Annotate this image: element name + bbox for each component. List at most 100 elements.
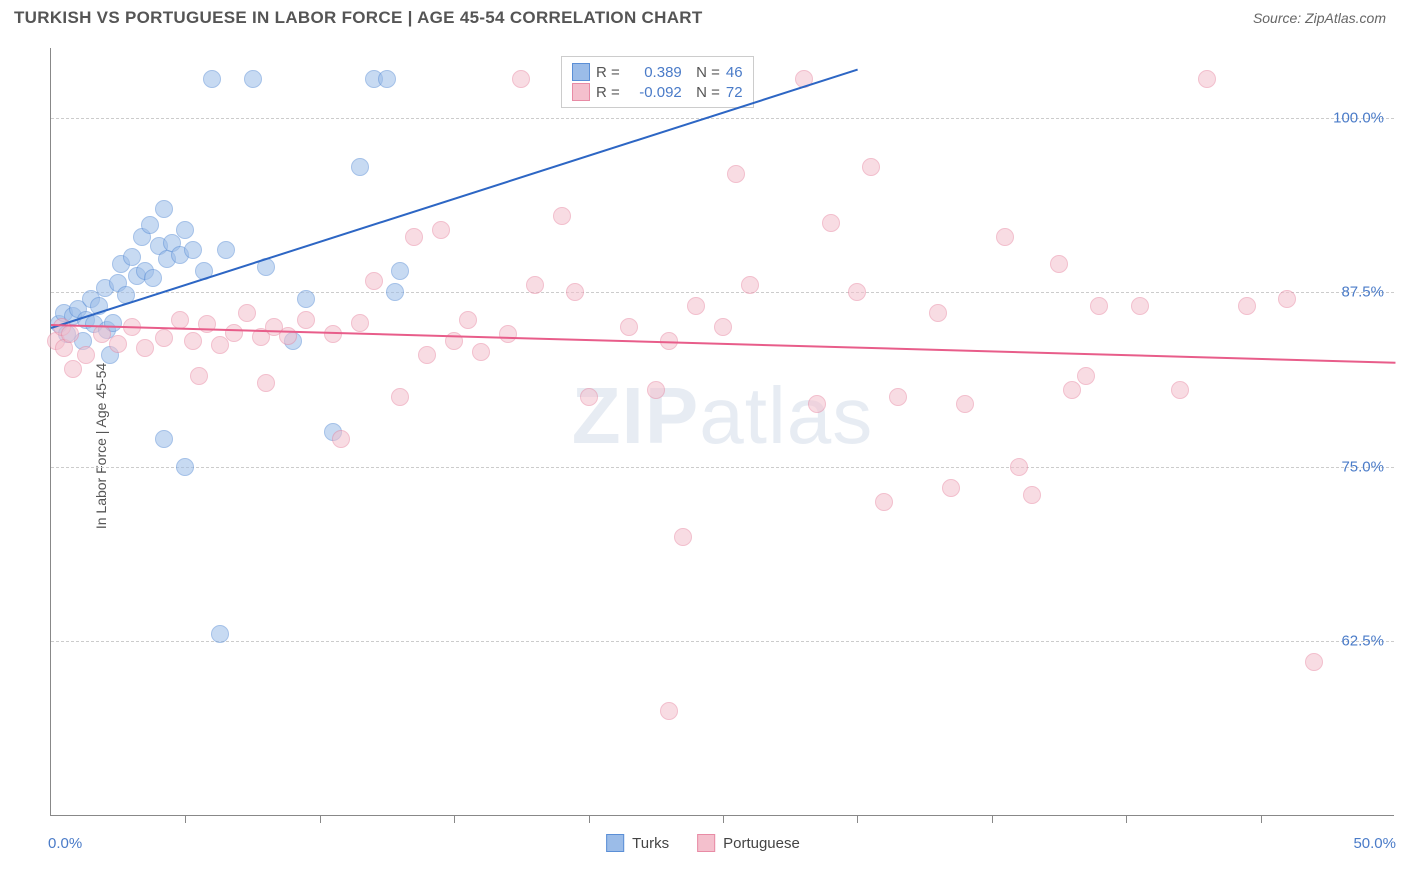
data-point xyxy=(190,367,208,385)
legend-item: Portuguese xyxy=(697,834,800,852)
r-label: R = xyxy=(596,84,620,101)
data-point xyxy=(956,395,974,413)
n-label: N = xyxy=(688,64,720,81)
chart-header: TURKISH VS PORTUGUESE IN LABOR FORCE | A… xyxy=(0,0,1406,32)
x-tick xyxy=(1261,815,1262,823)
data-point xyxy=(942,479,960,497)
data-point xyxy=(1063,381,1081,399)
data-point xyxy=(512,70,530,88)
legend-label: Turks xyxy=(632,835,669,852)
gridline xyxy=(51,118,1394,119)
data-point xyxy=(1010,458,1028,476)
data-point xyxy=(176,221,194,239)
data-point xyxy=(996,228,1014,246)
legend-row: R = 0.389 N = 46 xyxy=(572,63,743,81)
x-tick xyxy=(992,815,993,823)
data-point xyxy=(1305,653,1323,671)
data-point xyxy=(123,248,141,266)
x-tick xyxy=(589,815,590,823)
legend-label: Portuguese xyxy=(723,835,800,852)
data-point xyxy=(1090,297,1108,315)
scatter-chart: ZIPatlas R = 0.389 N = 46 R = -0.092 N = … xyxy=(50,48,1394,816)
data-point xyxy=(64,360,82,378)
data-point xyxy=(351,314,369,332)
data-point xyxy=(459,311,477,329)
data-point xyxy=(848,283,866,301)
data-point xyxy=(279,327,297,345)
data-point xyxy=(687,297,705,315)
data-point xyxy=(741,276,759,294)
legend-row: R = -0.092 N = 72 xyxy=(572,83,743,101)
data-point xyxy=(620,318,638,336)
data-point xyxy=(418,346,436,364)
data-point xyxy=(1171,381,1189,399)
legend-item: Turks xyxy=(606,834,669,852)
data-point xyxy=(889,388,907,406)
data-point xyxy=(238,304,256,322)
data-point xyxy=(176,458,194,476)
data-point xyxy=(875,493,893,511)
data-point xyxy=(1077,367,1095,385)
data-point xyxy=(432,221,450,239)
data-point xyxy=(862,158,880,176)
data-point xyxy=(808,395,826,413)
x-tick xyxy=(320,815,321,823)
data-point xyxy=(378,70,396,88)
legend-swatch xyxy=(572,83,590,101)
data-point xyxy=(155,430,173,448)
data-point xyxy=(297,290,315,308)
data-point xyxy=(244,70,262,88)
watermark: ZIPatlas xyxy=(572,370,873,462)
data-point xyxy=(929,304,947,322)
x-tick xyxy=(723,815,724,823)
data-point xyxy=(351,158,369,176)
data-point xyxy=(217,241,235,259)
data-point xyxy=(727,165,745,183)
legend-swatch xyxy=(572,63,590,81)
x-tick xyxy=(454,815,455,823)
data-point xyxy=(674,528,692,546)
data-point xyxy=(155,200,173,218)
data-point xyxy=(225,324,243,342)
data-point xyxy=(391,262,409,280)
y-tick-label: 62.5% xyxy=(1341,633,1384,650)
data-point xyxy=(93,325,111,343)
r-value: -0.092 xyxy=(626,84,682,101)
y-tick-label: 87.5% xyxy=(1341,284,1384,301)
data-point xyxy=(660,702,678,720)
x-axis-max-label: 50.0% xyxy=(1353,835,1396,852)
data-point xyxy=(144,269,162,287)
data-point xyxy=(365,272,383,290)
data-point xyxy=(553,207,571,225)
data-point xyxy=(499,325,517,343)
data-point xyxy=(566,283,584,301)
data-point xyxy=(77,346,95,364)
gridline xyxy=(51,292,1394,293)
correlation-legend: R = 0.389 N = 46 R = -0.092 N = 72 xyxy=(561,56,754,108)
data-point xyxy=(405,228,423,246)
gridline xyxy=(51,641,1394,642)
chart-title: TURKISH VS PORTUGUESE IN LABOR FORCE | A… xyxy=(14,8,703,28)
legend-swatch xyxy=(606,834,624,852)
data-point xyxy=(324,325,342,343)
legend-swatch xyxy=(697,834,715,852)
data-point xyxy=(155,329,173,347)
x-tick xyxy=(1126,815,1127,823)
n-value: 46 xyxy=(726,64,743,81)
data-point xyxy=(109,335,127,353)
data-point xyxy=(580,388,598,406)
x-axis-min-label: 0.0% xyxy=(48,835,82,852)
data-point xyxy=(1278,290,1296,308)
data-point xyxy=(184,332,202,350)
data-point xyxy=(141,216,159,234)
x-tick xyxy=(857,815,858,823)
data-point xyxy=(647,381,665,399)
trend-line xyxy=(51,69,858,329)
data-point xyxy=(1131,297,1149,315)
x-tick xyxy=(185,815,186,823)
data-point xyxy=(203,70,221,88)
y-tick-label: 100.0% xyxy=(1333,109,1384,126)
data-point xyxy=(822,214,840,232)
data-point xyxy=(1050,255,1068,273)
data-point xyxy=(198,315,216,333)
